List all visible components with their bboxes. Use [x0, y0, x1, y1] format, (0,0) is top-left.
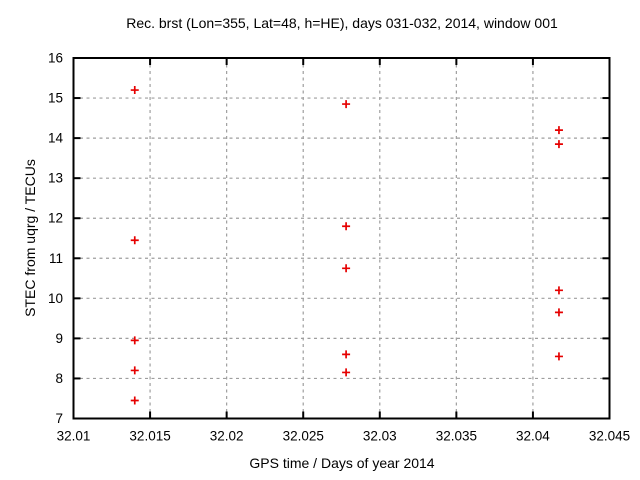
data-point-marker	[342, 368, 351, 377]
x-tick-label: 32.04	[516, 429, 550, 444]
x-tick-label: 32.03	[363, 429, 397, 444]
data-point-marker	[554, 308, 563, 317]
x-tick-label: 32.035	[436, 429, 477, 444]
x-axis-label: GPS time / Days of year 2014	[249, 455, 435, 471]
data-point-marker	[342, 100, 351, 109]
x-tick-label: 32.045	[589, 429, 630, 444]
data-point-marker	[554, 352, 563, 361]
data-point-marker	[130, 366, 139, 375]
y-tick-label: 7	[55, 411, 63, 426]
data-point-marker	[130, 396, 139, 405]
x-tick-label: 32.025	[283, 429, 324, 444]
chart-title: Rec. brst (Lon=355, Lat=48, h=HE), days …	[126, 15, 558, 31]
data-point-marker	[130, 86, 139, 95]
data-point-marker	[342, 264, 351, 273]
y-tick-label: 16	[48, 51, 63, 66]
y-tick-label: 11	[49, 251, 63, 266]
plot-border	[72, 57, 611, 420]
data-point-marker	[554, 140, 563, 149]
y-tick-label: 15	[48, 91, 63, 106]
data-point-marker	[130, 336, 139, 345]
x-tick-label: 32.015	[129, 429, 170, 444]
y-tick-label: 12	[48, 211, 63, 226]
data-point-marker	[130, 236, 139, 245]
x-tick-label: 32.01	[57, 429, 91, 444]
y-tick-label: 13	[48, 171, 63, 186]
y-tick-label: 14	[48, 131, 64, 146]
y-tick-label: 10	[48, 291, 63, 306]
x-tick-label: 32.02	[210, 429, 244, 444]
data-point-marker	[554, 286, 563, 295]
data-point-marker	[554, 126, 563, 135]
data-point-marker	[342, 350, 351, 359]
y-tick-label: 9	[55, 331, 63, 346]
y-tick-label: 8	[55, 371, 63, 386]
data-point-marker	[342, 222, 351, 231]
